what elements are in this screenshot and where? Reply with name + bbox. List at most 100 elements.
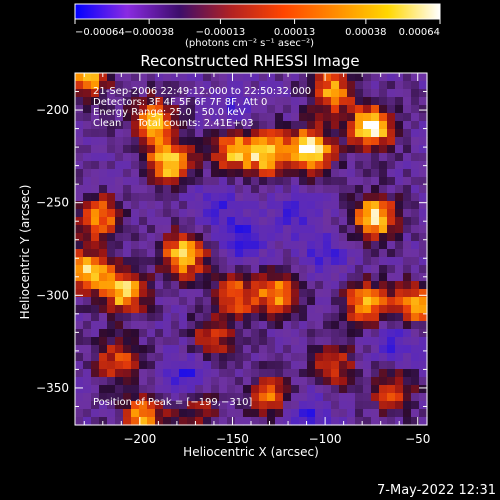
heatmap-cell bbox=[115, 257, 124, 266]
heatmap-cell bbox=[123, 329, 132, 338]
heatmap-cell bbox=[339, 137, 348, 146]
heatmap-cell bbox=[163, 73, 172, 82]
heatmap-cell bbox=[211, 129, 220, 138]
heatmap-cell bbox=[179, 177, 188, 186]
heatmap-cell bbox=[243, 289, 252, 298]
heatmap-cell bbox=[283, 393, 292, 402]
heatmap-cell bbox=[91, 305, 100, 314]
heatmap-cell bbox=[219, 273, 228, 282]
heatmap-cell bbox=[195, 241, 204, 250]
heatmap-cell bbox=[395, 257, 404, 266]
heatmap-cell bbox=[347, 329, 356, 338]
heatmap-cell bbox=[371, 225, 380, 234]
heatmap-cell bbox=[363, 81, 372, 90]
heatmap-cell bbox=[371, 281, 380, 290]
heatmap-cell bbox=[259, 89, 268, 98]
heatmap-cell bbox=[179, 169, 188, 178]
heatmap-cell bbox=[299, 145, 308, 154]
heatmap-cell bbox=[419, 353, 428, 362]
heatmap-cell bbox=[395, 361, 404, 370]
heatmap-cell bbox=[331, 401, 340, 410]
heatmap-cell bbox=[235, 193, 244, 202]
heatmap-cell bbox=[235, 369, 244, 378]
heatmap-cell bbox=[387, 337, 396, 346]
heatmap-cell bbox=[235, 105, 244, 114]
heatmap-cell bbox=[395, 353, 404, 362]
heatmap-cell bbox=[299, 249, 308, 258]
heatmap-cell bbox=[115, 417, 124, 426]
heatmap-cell bbox=[211, 209, 220, 218]
heatmap-cell bbox=[219, 345, 228, 354]
heatmap-cell bbox=[363, 265, 372, 274]
heatmap-cell bbox=[219, 225, 228, 234]
heatmap-cell bbox=[315, 281, 324, 290]
heatmap-cell bbox=[163, 249, 172, 258]
heatmap-cell bbox=[107, 161, 116, 170]
heatmap-cell bbox=[387, 169, 396, 178]
heatmap-cell bbox=[275, 169, 284, 178]
heatmap-cell bbox=[115, 201, 124, 210]
heatmap-cell bbox=[139, 297, 148, 306]
heatmap-cell bbox=[355, 369, 364, 378]
heatmap-cell bbox=[211, 169, 220, 178]
heatmap-cell bbox=[155, 401, 164, 410]
heatmap-cell bbox=[99, 249, 108, 258]
heatmap-cell bbox=[267, 81, 276, 90]
heatmap-cell bbox=[155, 209, 164, 218]
heatmap-cell bbox=[323, 305, 332, 314]
heatmap-cell bbox=[259, 209, 268, 218]
heatmap-cell bbox=[243, 329, 252, 338]
heatmap-cell bbox=[211, 361, 220, 370]
heatmap-cell bbox=[275, 153, 284, 162]
y-tick-label: −300 bbox=[36, 288, 69, 302]
heatmap-cell bbox=[227, 257, 236, 266]
heatmap-cell bbox=[315, 105, 324, 114]
heatmap-cell bbox=[99, 265, 108, 274]
heatmap-cell bbox=[419, 385, 428, 394]
heatmap-cell bbox=[395, 105, 404, 114]
heatmap-cell bbox=[115, 169, 124, 178]
heatmap-cell bbox=[243, 105, 252, 114]
heatmap-cell bbox=[211, 393, 220, 402]
heatmap-cell bbox=[363, 353, 372, 362]
heatmap-cell bbox=[227, 113, 236, 122]
heatmap-cell bbox=[187, 201, 196, 210]
heatmap-cell bbox=[155, 321, 164, 330]
heatmap-cell bbox=[299, 169, 308, 178]
heatmap-cell bbox=[251, 145, 260, 154]
heatmap-cell bbox=[211, 161, 220, 170]
heatmap-cell bbox=[291, 241, 300, 250]
heatmap-cell bbox=[251, 169, 260, 178]
heatmap-cell bbox=[347, 273, 356, 282]
heatmap-cell bbox=[307, 89, 316, 98]
x-tick-label: −150 bbox=[216, 432, 249, 446]
heatmap-cell bbox=[99, 409, 108, 418]
heatmap-cell bbox=[203, 233, 212, 242]
heatmap-cell bbox=[331, 217, 340, 226]
energy-range-text: Energy Range: 25.0 - 50.0 keV bbox=[93, 107, 246, 118]
heatmap-cell bbox=[219, 417, 228, 426]
heatmap-cell bbox=[347, 145, 356, 154]
heatmap-cell bbox=[107, 393, 116, 402]
heatmap-cell bbox=[155, 89, 164, 98]
heatmap-cell bbox=[179, 257, 188, 266]
heatmap-cell bbox=[355, 225, 364, 234]
heatmap-cell bbox=[323, 201, 332, 210]
heatmap-cell bbox=[91, 353, 100, 362]
heatmap-cell bbox=[355, 137, 364, 146]
heatmap-cell bbox=[195, 145, 204, 154]
heatmap-cell bbox=[259, 73, 268, 82]
heatmap-cell bbox=[163, 137, 172, 146]
heatmap-cell bbox=[387, 137, 396, 146]
heatmap-cell bbox=[259, 297, 268, 306]
heatmap-cell bbox=[371, 361, 380, 370]
heatmap-cell bbox=[115, 329, 124, 338]
heatmap-cell bbox=[115, 345, 124, 354]
heatmap-cell bbox=[75, 377, 84, 386]
heatmap-cell bbox=[195, 121, 204, 130]
heatmap-cell bbox=[91, 273, 100, 282]
heatmap-cell bbox=[107, 329, 116, 338]
observation-annotations: 21-Sep-2006 22:49:12.000 to 22:50:32.000… bbox=[93, 86, 311, 129]
heatmap-cell bbox=[419, 257, 428, 266]
heatmap-cell bbox=[139, 81, 148, 90]
